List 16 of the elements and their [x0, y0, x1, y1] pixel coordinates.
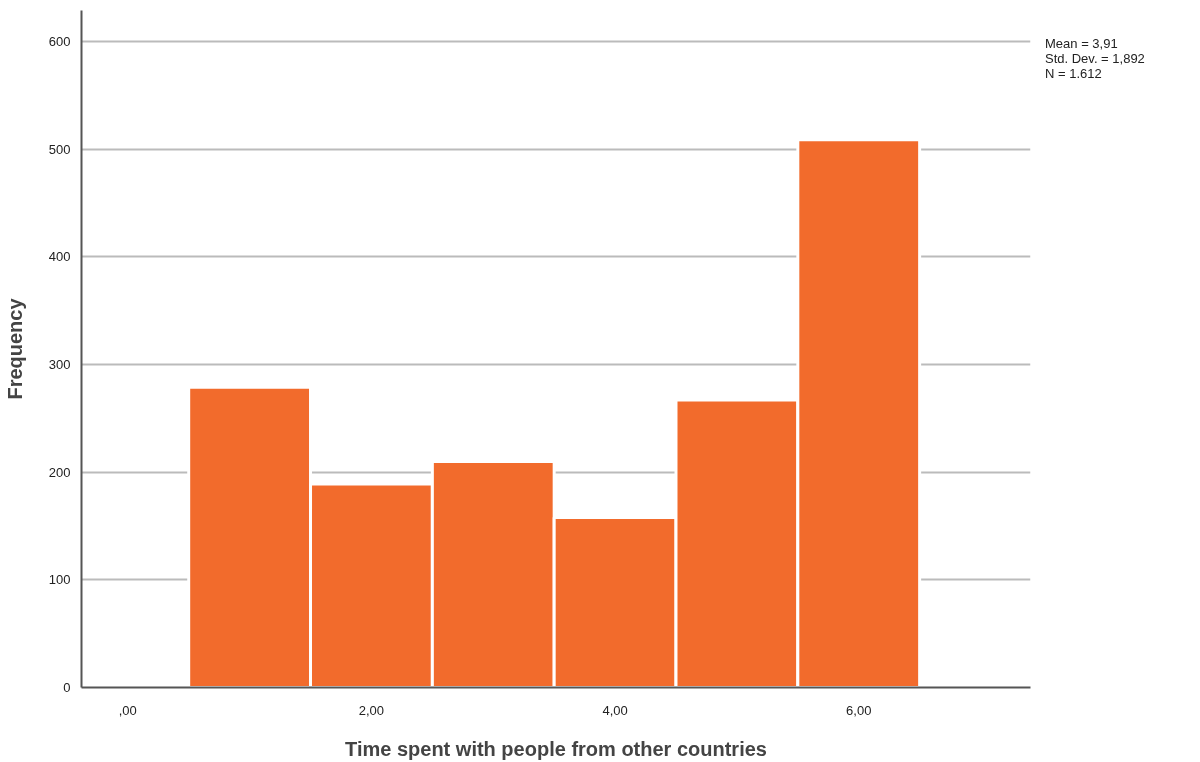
y-tick-label: 100	[48, 572, 71, 588]
x-tick-label: 2,00	[358, 702, 385, 718]
y-tick-label: 300	[48, 357, 71, 373]
y-tick-label: 0	[63, 680, 71, 695]
y-tick-label: 500	[48, 141, 71, 157]
text: Mean = 3,91	[1045, 36, 1119, 51]
x-axis-title: Time spent with people from other countries	[345, 737, 767, 760]
y-tick-label: 600	[48, 34, 71, 50]
text: Std. Dev. = 1,892	[1045, 51, 1145, 66]
y-tick-label: 400	[48, 249, 71, 265]
y-tick-label: 200	[48, 464, 71, 480]
text: N = 1.612	[1045, 66, 1103, 81]
x-tick-label: 4,00	[602, 702, 628, 718]
x-tick-label: ,00	[118, 702, 137, 718]
x-tick-label: 6,00	[846, 702, 872, 718]
y-axis-title: Frequency	[3, 297, 26, 400]
